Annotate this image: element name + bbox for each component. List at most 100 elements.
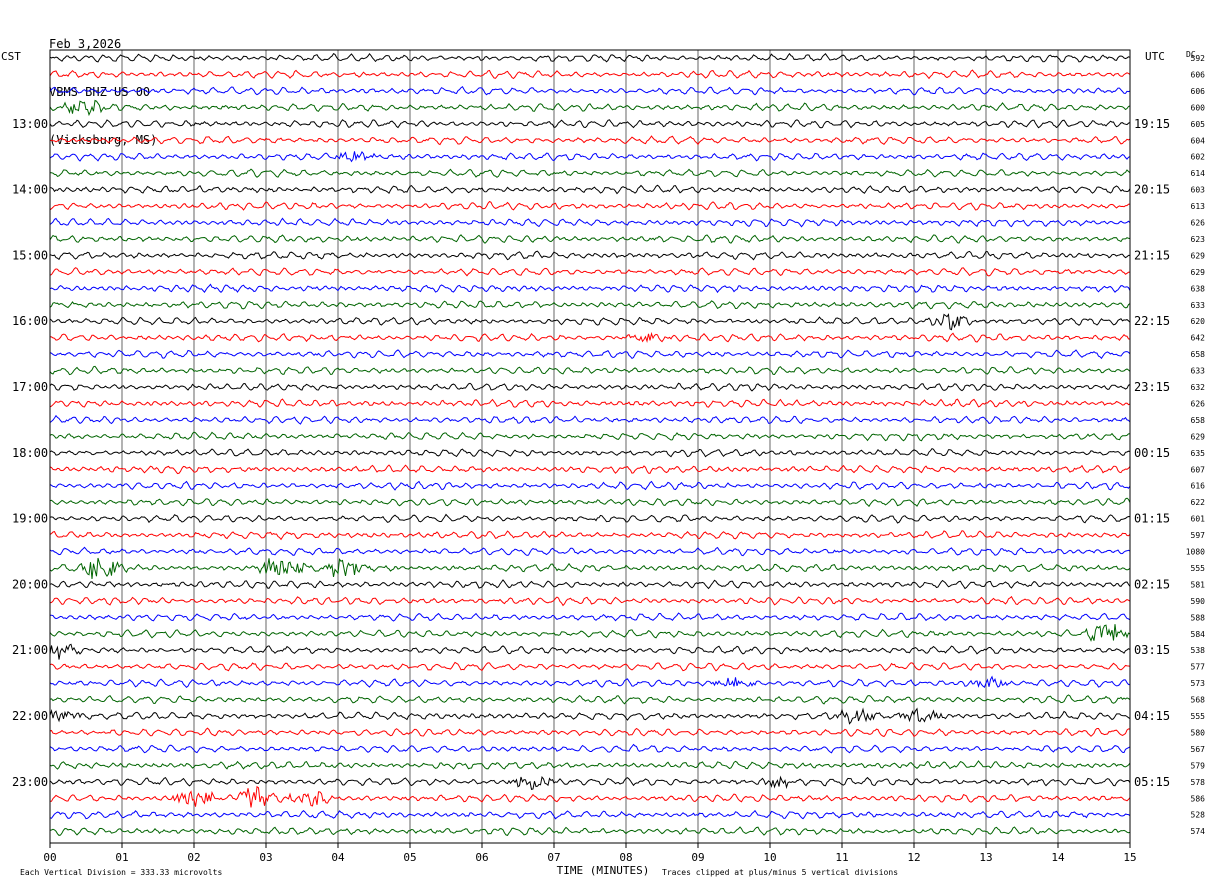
- dc-offset-label-15: 638: [1191, 284, 1206, 293]
- trace-line-36: [49, 624, 1131, 642]
- x-tick-label-08: 08: [619, 851, 632, 864]
- dc-offset-label-20: 633: [1191, 367, 1206, 376]
- dc-offset-labels: 592 606 606 600 605 604 602 614 603 613 626 623 629 6…: [1186, 54, 1205, 836]
- x-tick-label-00: 00: [43, 851, 56, 864]
- left-hour-label-3: 15:00: [12, 248, 48, 262]
- trace-line-44: [49, 760, 1131, 770]
- trace-line-45: [49, 775, 1131, 791]
- trace-line-20: [49, 365, 1131, 376]
- trace-line-8: [49, 168, 1131, 178]
- left-hour-label-9: 21:00: [12, 643, 48, 657]
- left-hour-label-11: 23:00: [12, 775, 48, 789]
- dc-offset-label-16: 633: [1191, 301, 1206, 310]
- trace-line-27: [49, 480, 1131, 491]
- dc-offset-label-22: 626: [1191, 399, 1206, 408]
- right-hour-label-2: 20:15: [1134, 183, 1170, 197]
- trace-line-5: [49, 119, 1131, 129]
- left-hour-label-4: 16:00: [12, 314, 48, 328]
- dc-offset-label-11: 626: [1191, 219, 1206, 228]
- trace-line-14: [49, 267, 1131, 277]
- trace-line-1: [49, 52, 1131, 63]
- trace-line-4: [49, 99, 1131, 117]
- trace-line-39: [49, 675, 1131, 688]
- right-hour-label-3: 21:15: [1134, 248, 1170, 262]
- dc-offset-label-41: 555: [1191, 712, 1206, 721]
- trace-line-41: [49, 707, 1131, 725]
- x-tick-label-04: 04: [331, 851, 345, 864]
- trace-line-31: [49, 546, 1131, 557]
- dc-offset-label-36: 584: [1191, 630, 1206, 639]
- dc-offset-label-35: 588: [1191, 613, 1206, 622]
- trace-line-2: [49, 69, 1131, 80]
- trace-line-42: [49, 727, 1131, 738]
- left-hour-label-6: 18:00: [12, 446, 48, 460]
- dc-offset-label-43: 567: [1191, 745, 1206, 754]
- x-tick-label-09: 09: [691, 851, 704, 864]
- x-axis-ticks: 00 01 02 03 04 05 06 07 08 09 10 11 12 13 14 15: [43, 843, 1137, 864]
- left-hour-label-8: 20:00: [12, 577, 48, 591]
- dc-offset-label-46: 586: [1191, 794, 1206, 803]
- left-hour-label-5: 17:00: [12, 380, 48, 394]
- trace-line-10: [49, 200, 1131, 211]
- trace-line-18: [49, 331, 1131, 343]
- left-hour-label-2: 14:00: [12, 183, 48, 197]
- left-timezone-label: CST: [1, 50, 21, 63]
- trace-line-29: [49, 513, 1131, 524]
- dc-offset-label-5: 605: [1191, 120, 1206, 129]
- dc-offset-label-26: 607: [1191, 465, 1206, 474]
- trace-line-7: [49, 150, 1131, 163]
- x-tick-label-05: 05: [403, 851, 416, 864]
- trace-line-12: [49, 234, 1131, 244]
- x-tick-label-12: 12: [907, 851, 920, 864]
- trace-line-22: [49, 398, 1131, 408]
- x-tick-label-07: 07: [547, 851, 560, 864]
- dc-offset-label-24: 629: [1191, 432, 1206, 441]
- dc-offset-label-8: 614: [1191, 169, 1206, 178]
- dc-offset-label-45: 578: [1191, 778, 1206, 787]
- plot-frame: [49, 49, 1131, 844]
- dc-offset-label-3: 606: [1191, 87, 1206, 96]
- dc-offset-label-42: 580: [1191, 728, 1206, 737]
- trace-line-24: [49, 431, 1131, 442]
- scale-note: Each Vertical Division = 333.33 microvol…: [20, 868, 222, 877]
- trace-line-17: [49, 313, 1131, 331]
- left-hour-label-10: 22:00: [12, 709, 48, 723]
- trace-line-26: [49, 464, 1131, 475]
- right-hour-label-11: 05:15: [1134, 775, 1170, 789]
- dc-offset-label-21: 632: [1191, 383, 1206, 392]
- trace-line-23: [49, 414, 1131, 425]
- dc-offset-label-40: 568: [1191, 696, 1206, 705]
- dc-offset-label-14: 629: [1191, 268, 1206, 277]
- right-time-labels: 19:15 20:15 21:15 22:15 23:15 00:15 01:15 02:15…: [1134, 117, 1170, 789]
- trace-line-15: [49, 283, 1131, 294]
- dc-offset-label-29: 601: [1191, 515, 1206, 524]
- trace-line-48: [49, 826, 1131, 836]
- dc-offset-label-23: 658: [1191, 416, 1206, 425]
- dc-offset-label-19: 658: [1191, 350, 1206, 359]
- x-tick-label-14: 14: [1051, 851, 1065, 864]
- trace-line-46: [50, 785, 1131, 808]
- right-hour-label-10: 04:15: [1134, 709, 1170, 723]
- trace-line-38: [49, 661, 1131, 672]
- x-tick-label-06: 06: [475, 851, 488, 864]
- trace-line-40: [49, 694, 1131, 705]
- trace-line-32: [49, 557, 1131, 580]
- trace-line-16: [49, 300, 1131, 310]
- dc-offset-label-12: 623: [1191, 235, 1206, 244]
- dc-offset-label-2: 606: [1191, 70, 1206, 79]
- dc-offset-label-1: 592: [1191, 54, 1206, 63]
- dc-offset-label-9: 603: [1191, 186, 1206, 195]
- trace-line-13: [49, 250, 1130, 261]
- right-hour-label-9: 03:15: [1134, 643, 1170, 657]
- trace-line-34: [49, 595, 1131, 607]
- x-tick-label-03: 03: [259, 851, 272, 864]
- left-hour-label-7: 19:00: [12, 512, 48, 526]
- clip-note: Traces clipped at plus/minus 5 vertical …: [662, 868, 898, 877]
- right-hour-label-5: 23:15: [1134, 380, 1170, 394]
- trace-line-47: [49, 809, 1131, 820]
- left-hour-label-1: 13:00: [12, 117, 48, 131]
- trace-line-3: [49, 85, 1131, 96]
- header-date: Feb 3,2026: [49, 37, 122, 51]
- minute-grid: [121, 50, 1059, 843]
- dc-offset-label-28: 622: [1191, 498, 1206, 507]
